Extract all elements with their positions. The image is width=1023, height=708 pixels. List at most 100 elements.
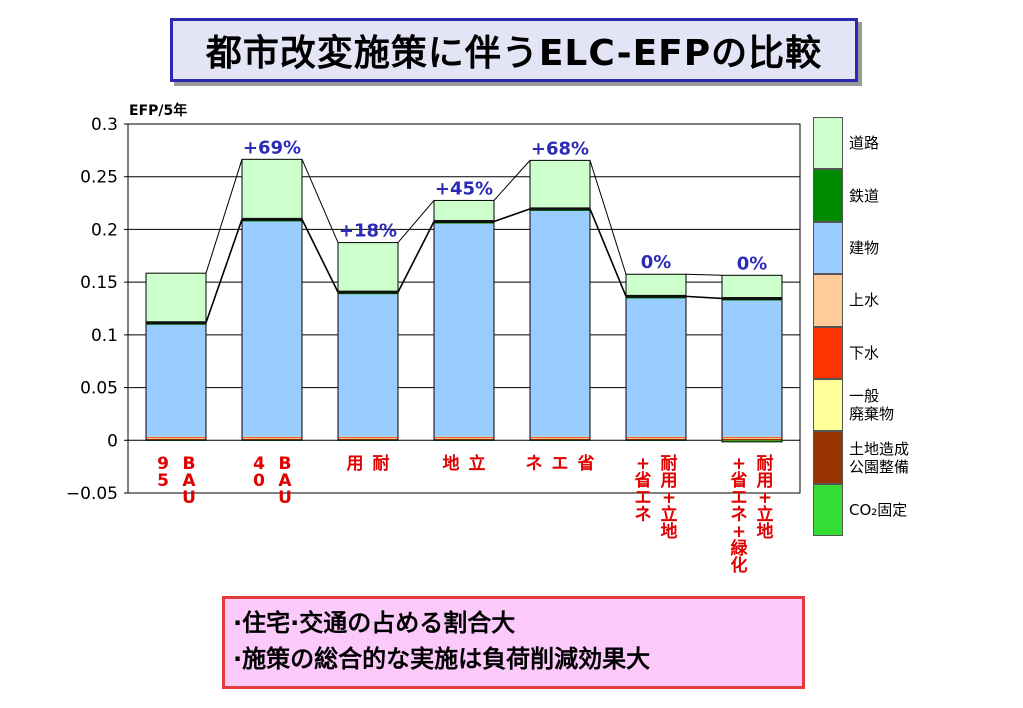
x-tick-label: +: [732, 454, 746, 474]
bar-segment: [722, 275, 782, 299]
connector-line: [685, 273, 723, 276]
legend-swatch: [813, 117, 843, 170]
legend-label: 一般 廃棄物: [849, 387, 895, 424]
legend-swatch: [813, 274, 843, 327]
bar-segment: [338, 436, 398, 438]
legend-item: 建物: [813, 221, 933, 275]
legend-item: 上水: [813, 274, 933, 327]
y-tick-label: 0.3: [91, 115, 118, 135]
legend-item: 一般 廃棄物: [813, 378, 933, 432]
bar-segment: [242, 437, 302, 439]
x-tick-label: 5: [157, 471, 169, 491]
y-axis-label: EFP/5年: [129, 102, 187, 119]
bar-segment: [242, 221, 302, 437]
bar-segment: [338, 294, 398, 437]
y-tick-label: 0: [107, 431, 118, 451]
legend: 道路 鉄道 建物 上水 下水 一般 廃棄物 土地造成 公園整備 CO₂固定: [813, 117, 933, 537]
x-tick-label: 0: [253, 471, 265, 491]
bar-segment: [338, 438, 398, 441]
data-label: +68%: [531, 138, 589, 159]
x-tick-label: 用: [757, 471, 774, 491]
bar-segment: [242, 159, 302, 220]
x-tick-label: 耐: [373, 453, 390, 474]
data-label: +18%: [339, 221, 397, 242]
x-tick-label: 用: [347, 454, 364, 474]
x-tick-label: +: [662, 488, 676, 508]
x-tick-label: 耐: [757, 453, 774, 474]
bar-segment: [434, 223, 494, 437]
y-tick-label: 0.15: [80, 273, 118, 293]
connector-line: [493, 208, 531, 223]
bar-segment: [146, 438, 206, 439]
data-label: +45%: [435, 178, 493, 199]
connector-line: [205, 219, 243, 323]
bar-segment: [530, 438, 590, 439]
x-tick-label: 立: [757, 504, 774, 525]
x-tick-label: 用: [661, 471, 678, 491]
bar-segment: [530, 210, 590, 437]
connector-line: [397, 200, 435, 243]
legend-item: 道路: [813, 117, 933, 170]
x-tick-label: 地: [661, 521, 678, 542]
bar-segment: [338, 438, 398, 439]
x-tick-label: +: [732, 522, 746, 542]
x-tick-label: 立: [469, 453, 486, 474]
bar-segment: [146, 437, 206, 439]
bar-segment: [722, 437, 782, 439]
bar-segment: [722, 440, 782, 442]
bar-segment: [626, 438, 686, 439]
bar-outline: [337, 242, 399, 441]
bar-outline: [721, 274, 783, 443]
legend-swatch: [813, 326, 843, 379]
title-box: 都市改変施策に伴うELC-EFPの比較: [170, 18, 858, 82]
bar-segment: [242, 438, 302, 439]
bar-outline: [529, 159, 591, 441]
connector-line: [205, 159, 243, 274]
chart-title: 都市改変施策に伴うELC-EFPの比較: [205, 33, 823, 74]
x-tick-label: 耐: [661, 453, 678, 474]
bar-outline: [433, 199, 495, 441]
x-tick-label: ネ: [635, 505, 652, 525]
note-box: ·住宅·交通の占める割合大 ·施策の総合的な実施は負荷削減効果大: [222, 596, 805, 689]
x-tick-label: +: [758, 488, 772, 508]
bar-segment: [434, 200, 494, 222]
data-label: 0%: [641, 252, 672, 273]
x-tick-label: 省: [730, 470, 748, 491]
bar-segment: [146, 273, 206, 323]
legend-label: CO₂固定: [849, 500, 908, 519]
connector-line: [301, 159, 339, 243]
bar-segment: [146, 324, 206, 437]
legend-swatch: [813, 378, 843, 432]
bar-outline: [625, 273, 687, 441]
bar-segment: [626, 298, 686, 437]
x-tick-label: 化: [731, 555, 748, 576]
bar-segment: [626, 438, 686, 441]
x-tick-label: 省: [634, 470, 652, 491]
bar-segment: [530, 160, 590, 209]
y-tick-label: 0.25: [80, 168, 118, 188]
bar-segment: [626, 437, 686, 439]
data-label: +69%: [243, 137, 301, 158]
connector-line: [493, 160, 531, 201]
bar-segment: [626, 274, 686, 297]
x-tick-label: A: [278, 471, 292, 491]
x-tick-label: 立: [661, 504, 678, 525]
x-tick-label: 地: [443, 453, 460, 474]
connector-line: [685, 295, 723, 300]
x-tick-label: エ: [635, 488, 652, 508]
bar-segment: [338, 242, 398, 293]
bar-segment: [722, 438, 782, 439]
legend-label: 土地造成 公園整備: [849, 439, 910, 476]
y-tick-label: 0.2: [91, 220, 118, 240]
legend-item: 土地造成 公園整備: [813, 431, 933, 484]
x-tick-label: 省: [577, 453, 595, 474]
legend-swatch: [813, 483, 843, 537]
y-tick-label: 0.05: [80, 379, 118, 399]
bar-outline: [145, 272, 207, 441]
data-label: 0%: [737, 253, 768, 274]
bar-segment: [434, 438, 494, 439]
bar-segment: [146, 438, 206, 441]
legend-swatch: [813, 431, 843, 484]
x-tick-label: B: [279, 454, 292, 474]
legend-label: 鉄道: [849, 186, 880, 205]
